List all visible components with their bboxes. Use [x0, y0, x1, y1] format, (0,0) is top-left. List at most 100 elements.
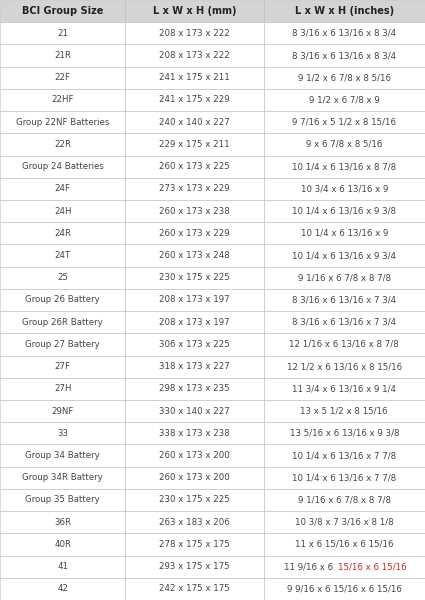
- Bar: [0, 155, 125, 178]
- Bar: [0, 266, 125, 289]
- Text: Group 22NF Batteries: Group 22NF Batteries: [16, 118, 109, 127]
- Text: 10 3/8 x 7 3/16 x 8 1/8: 10 3/8 x 7 3/16 x 8 1/8: [295, 518, 394, 527]
- Text: L x W x H (inches): L x W x H (inches): [295, 6, 394, 16]
- Text: 260 x 173 x 200: 260 x 173 x 200: [159, 451, 230, 460]
- Text: 8 3/16 x 6 13/16 x 7 3/4: 8 3/16 x 6 13/16 x 7 3/4: [292, 318, 396, 327]
- Bar: [125, 111, 264, 133]
- Bar: [125, 556, 264, 578]
- Bar: [0, 467, 125, 489]
- Bar: [0, 533, 125, 556]
- Text: 11 3/4 x 6 13/16 x 9 1/4: 11 3/4 x 6 13/16 x 9 1/4: [292, 385, 396, 394]
- Text: Group 24 Batteries: Group 24 Batteries: [22, 162, 104, 171]
- Bar: [125, 244, 264, 266]
- Text: BCI Group Size: BCI Group Size: [22, 6, 103, 16]
- Text: 260 x 173 x 238: 260 x 173 x 238: [159, 206, 230, 215]
- Text: Group 26 Battery: Group 26 Battery: [26, 295, 100, 304]
- Text: 208 x 173 x 222: 208 x 173 x 222: [159, 51, 230, 60]
- Text: 9 7/16 x 5 1/2 x 8 15/16: 9 7/16 x 5 1/2 x 8 15/16: [292, 118, 396, 127]
- Bar: [264, 489, 425, 511]
- Text: 9 1/2 x 6 7/8 x 8 5/16: 9 1/2 x 6 7/8 x 8 5/16: [298, 73, 391, 82]
- Text: 8 3/16 x 6 13/16 x 7 3/4: 8 3/16 x 6 13/16 x 7 3/4: [292, 295, 396, 304]
- Text: 241 x 175 x 211: 241 x 175 x 211: [159, 73, 230, 82]
- Bar: [125, 334, 264, 356]
- Text: 8 3/16 x 6 13/16 x 8 3/4: 8 3/16 x 6 13/16 x 8 3/4: [292, 29, 396, 38]
- Text: 260 x 173 x 248: 260 x 173 x 248: [159, 251, 230, 260]
- Text: Group 26R Battery: Group 26R Battery: [22, 318, 103, 327]
- Bar: [0, 356, 125, 378]
- Bar: [125, 489, 264, 511]
- Text: 24H: 24H: [54, 206, 71, 215]
- Text: 293 x 175 x 175: 293 x 175 x 175: [159, 562, 230, 571]
- Text: 208 x 173 x 197: 208 x 173 x 197: [159, 318, 230, 327]
- Text: 240 x 140 x 227: 240 x 140 x 227: [159, 118, 230, 127]
- Bar: [0, 178, 125, 200]
- Text: 241 x 175 x 229: 241 x 175 x 229: [159, 95, 230, 104]
- Bar: [125, 44, 264, 67]
- Bar: [264, 289, 425, 311]
- Text: 36R: 36R: [54, 518, 71, 527]
- Bar: [264, 200, 425, 222]
- Text: 9 1/16 x 6 7/8 x 8 7/8: 9 1/16 x 6 7/8 x 8 7/8: [298, 273, 391, 282]
- Text: 29NF: 29NF: [51, 407, 74, 416]
- Text: 260 x 173 x 229: 260 x 173 x 229: [159, 229, 230, 238]
- Bar: [125, 89, 264, 111]
- Text: 27F: 27F: [55, 362, 71, 371]
- Bar: [264, 422, 425, 445]
- Bar: [0, 44, 125, 67]
- Text: 208 x 173 x 222: 208 x 173 x 222: [159, 29, 230, 38]
- Bar: [125, 67, 264, 89]
- Bar: [0, 289, 125, 311]
- Text: Group 27 Battery: Group 27 Battery: [26, 340, 100, 349]
- Bar: [125, 155, 264, 178]
- Bar: [0, 89, 125, 111]
- Bar: [0, 133, 125, 155]
- Text: 273 x 173 x 229: 273 x 173 x 229: [159, 184, 230, 193]
- Text: 10 1/4 x 6 13/16 x 8 7/8: 10 1/4 x 6 13/16 x 8 7/8: [292, 162, 396, 171]
- Bar: [125, 445, 264, 467]
- Text: 263 x 183 x 206: 263 x 183 x 206: [159, 518, 230, 527]
- Bar: [264, 378, 425, 400]
- Bar: [264, 89, 425, 111]
- Bar: [0, 22, 125, 44]
- Bar: [264, 467, 425, 489]
- Bar: [0, 578, 125, 600]
- Text: 318 x 173 x 227: 318 x 173 x 227: [159, 362, 230, 371]
- Bar: [0, 200, 125, 222]
- Bar: [125, 400, 264, 422]
- Bar: [125, 178, 264, 200]
- Text: 12 1/16 x 6 13/16 x 8 7/8: 12 1/16 x 6 13/16 x 8 7/8: [289, 340, 399, 349]
- Text: 10 1/4 x 6 13/16 x 9: 10 1/4 x 6 13/16 x 9: [300, 229, 388, 238]
- Text: Group 34R Battery: Group 34R Battery: [22, 473, 103, 482]
- Text: 24R: 24R: [54, 229, 71, 238]
- Text: 230 x 175 x 225: 230 x 175 x 225: [159, 496, 230, 505]
- Bar: [125, 533, 264, 556]
- Text: 21: 21: [57, 29, 68, 38]
- Bar: [264, 133, 425, 155]
- Bar: [264, 400, 425, 422]
- Bar: [125, 422, 264, 445]
- Text: Group 34 Battery: Group 34 Battery: [26, 451, 100, 460]
- Bar: [125, 578, 264, 600]
- Bar: [0, 311, 125, 334]
- Text: 306 x 173 x 225: 306 x 173 x 225: [159, 340, 230, 349]
- Bar: [125, 0, 264, 22]
- Bar: [0, 422, 125, 445]
- Bar: [264, 0, 425, 22]
- Bar: [125, 467, 264, 489]
- Bar: [0, 378, 125, 400]
- Text: 208 x 173 x 197: 208 x 173 x 197: [159, 295, 230, 304]
- Bar: [125, 511, 264, 533]
- Text: 11 9/16 x 6: 11 9/16 x 6: [284, 562, 336, 571]
- Text: 33: 33: [57, 429, 68, 438]
- Text: 10 1/4 x 6 13/16 x 9 3/8: 10 1/4 x 6 13/16 x 9 3/8: [292, 206, 396, 215]
- Bar: [264, 556, 425, 578]
- Text: 8 3/16 x 6 13/16 x 8 3/4: 8 3/16 x 6 13/16 x 8 3/4: [292, 51, 396, 60]
- Text: 278 x 175 x 175: 278 x 175 x 175: [159, 540, 230, 549]
- Bar: [0, 334, 125, 356]
- Bar: [264, 178, 425, 200]
- Bar: [264, 266, 425, 289]
- Text: 10 1/4 x 6 13/16 x 9 3/4: 10 1/4 x 6 13/16 x 9 3/4: [292, 251, 396, 260]
- Bar: [0, 0, 125, 22]
- Bar: [264, 445, 425, 467]
- Text: 260 x 173 x 225: 260 x 173 x 225: [159, 162, 230, 171]
